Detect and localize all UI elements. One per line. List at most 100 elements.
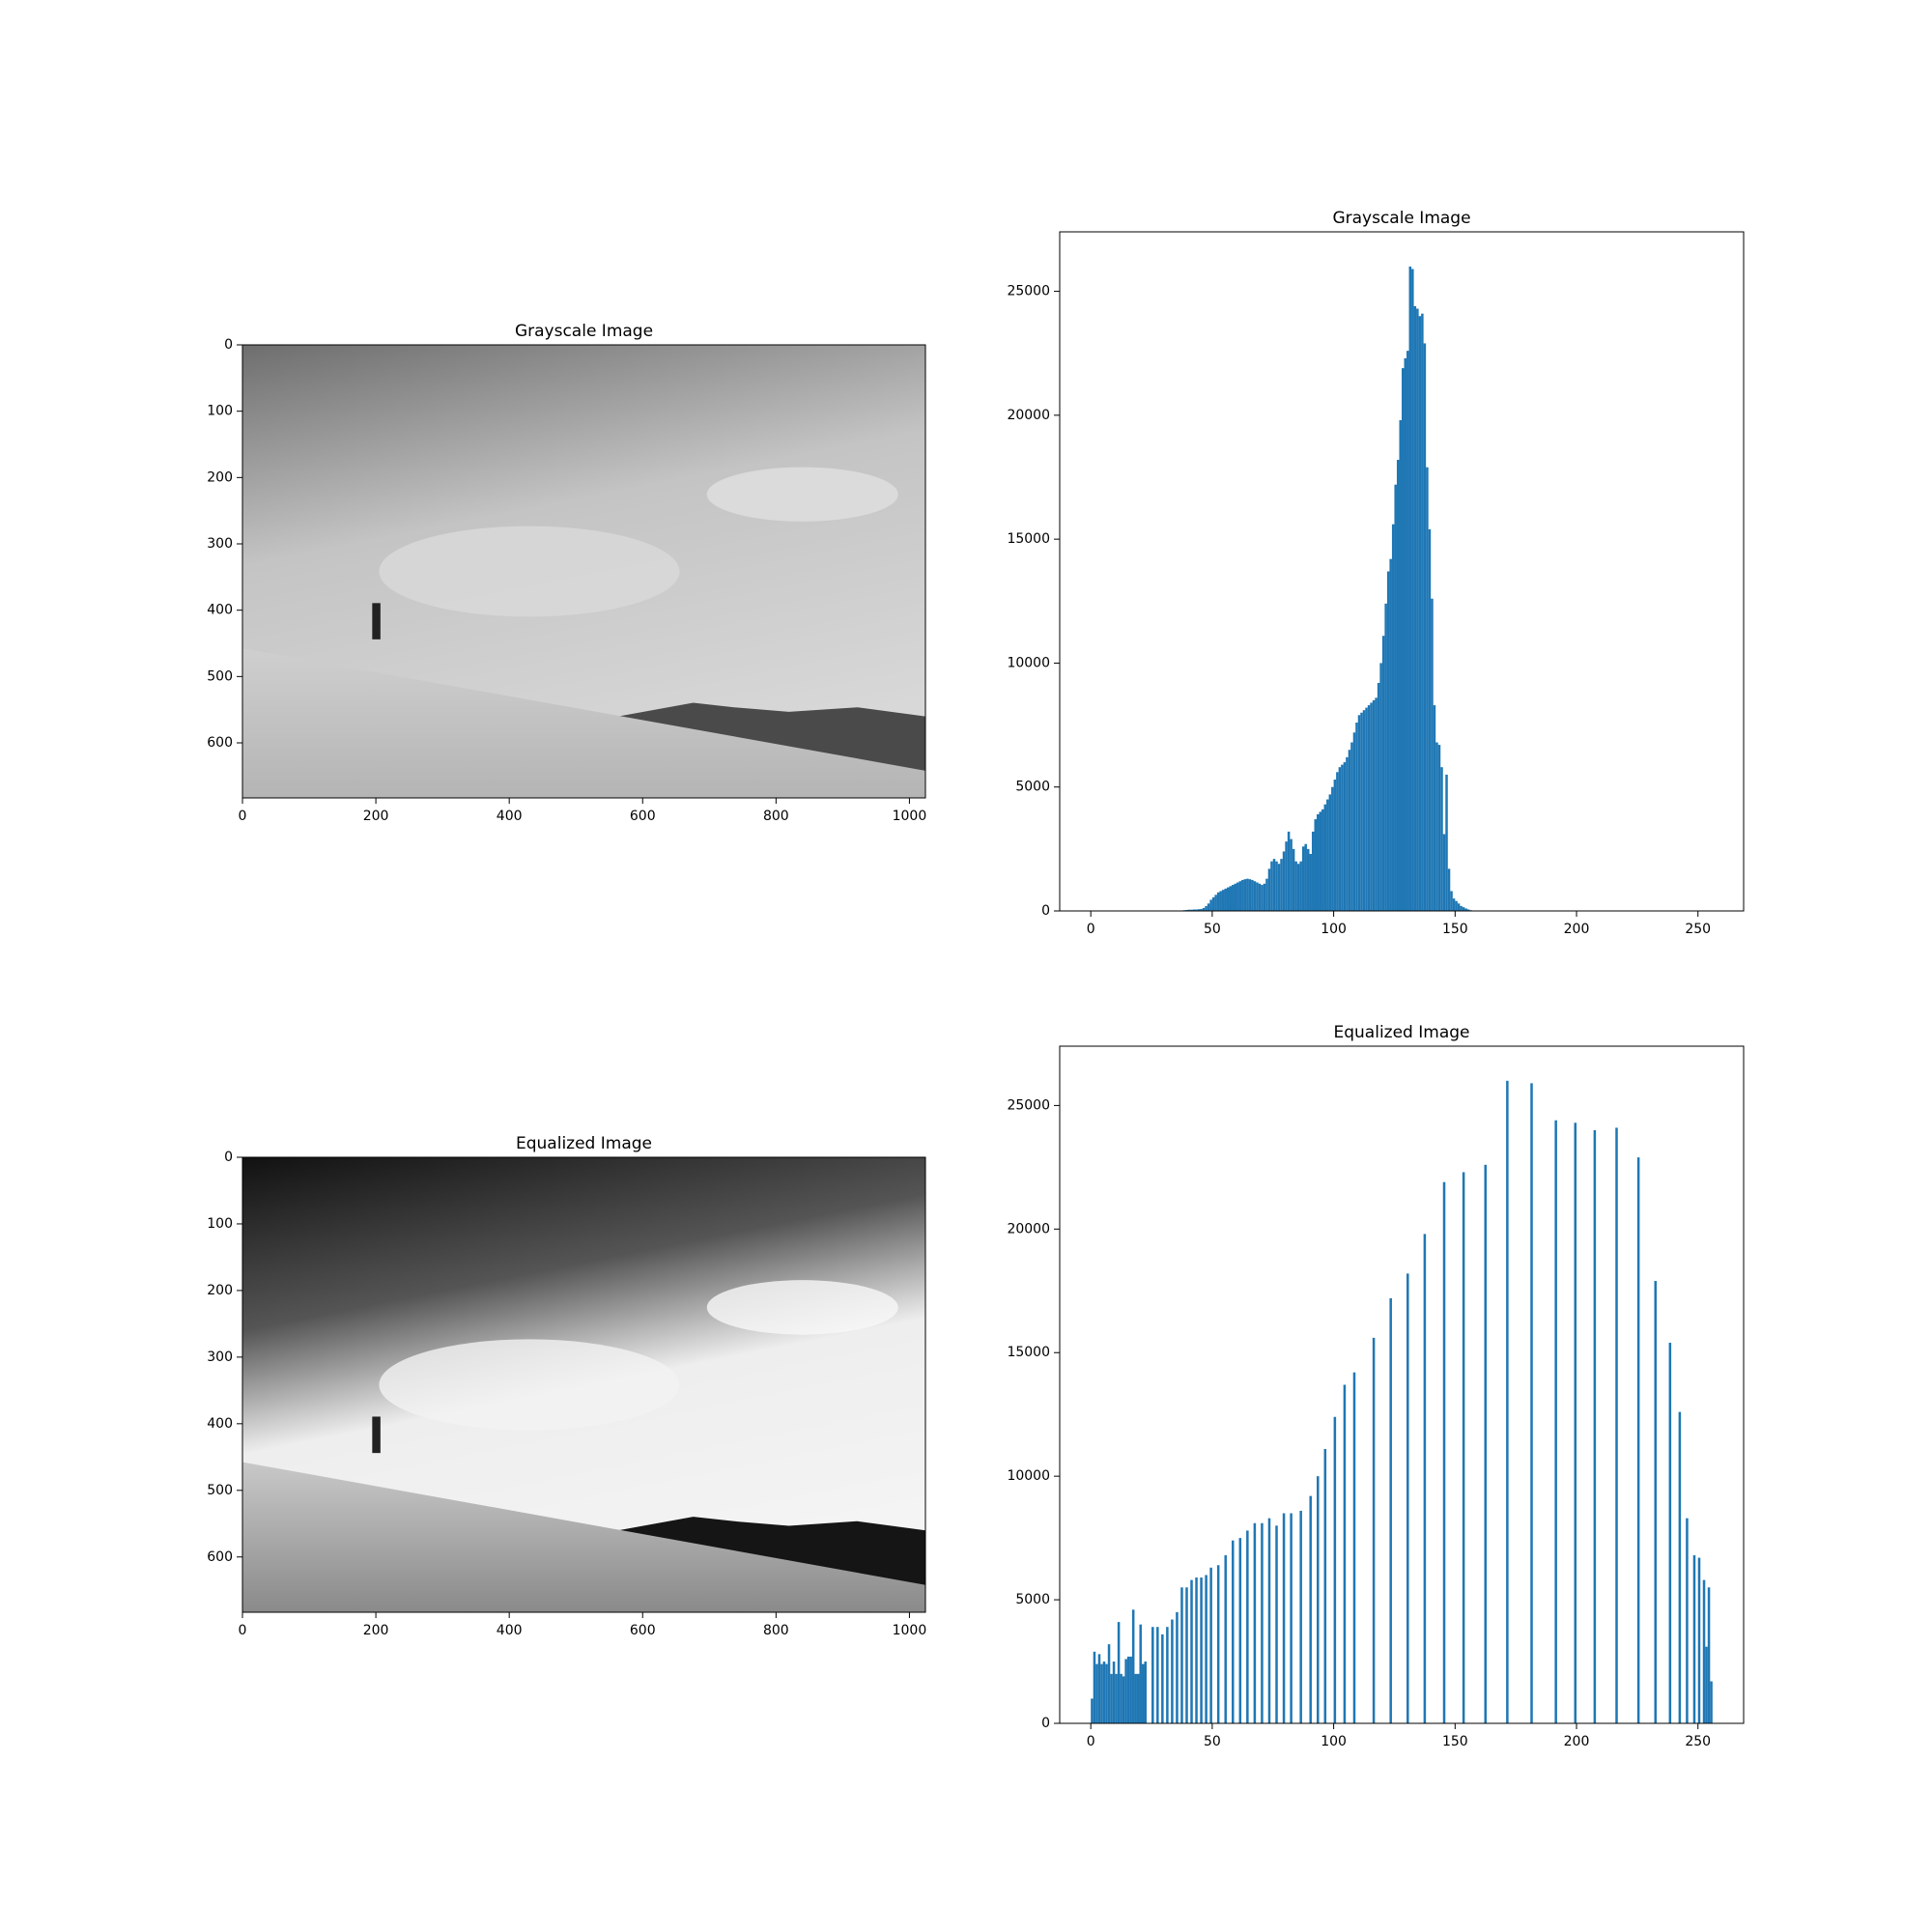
- hist-bar: [1402, 368, 1405, 911]
- y-tick-label: 0: [224, 337, 233, 353]
- hist-bar: [1428, 528, 1432, 911]
- x-tick-label: 800: [763, 1623, 789, 1638]
- hist-bar: [1144, 1662, 1148, 1723]
- hist-bar: [1139, 1624, 1142, 1723]
- hist-bar: [1692, 1555, 1696, 1723]
- hist-bar: [1277, 864, 1281, 911]
- hist-bar: [1246, 1530, 1249, 1723]
- hist-bar: [1423, 1234, 1427, 1723]
- hist-bar: [1205, 905, 1208, 911]
- hist-bar: [1462, 1172, 1465, 1723]
- x-tick-label: 250: [1685, 922, 1711, 937]
- hist-bar: [1243, 879, 1247, 911]
- hist-bar: [1166, 1627, 1169, 1723]
- x-tick-label: 200: [363, 1623, 389, 1638]
- hist-bar: [1350, 742, 1353, 911]
- axes-title: Equalized Image: [1334, 1023, 1470, 1042]
- hist-bar: [1190, 909, 1193, 911]
- hist-bar: [1381, 636, 1385, 911]
- hist-bar: [1290, 1513, 1293, 1723]
- hist-bar: [1384, 603, 1387, 911]
- hist-bar: [1389, 1297, 1392, 1723]
- x-tick-label: 200: [1564, 922, 1590, 937]
- y-tick-label: 25000: [1007, 1097, 1050, 1113]
- hist-bar: [1452, 898, 1456, 911]
- hist-bar: [1710, 1681, 1713, 1723]
- hist-bar: [1216, 892, 1220, 911]
- hist-bar: [1234, 883, 1237, 911]
- hist-bar: [1294, 861, 1297, 911]
- photo-person: [372, 1416, 381, 1454]
- hist-bar: [1357, 715, 1361, 911]
- hist-bar: [1224, 888, 1227, 911]
- hist-bar: [1352, 1372, 1356, 1723]
- hist-bar: [1389, 558, 1392, 911]
- hist-bar: [1200, 1577, 1203, 1723]
- hist-bar: [1391, 524, 1395, 911]
- hist-bar: [1379, 663, 1382, 911]
- hist-bar: [1386, 571, 1390, 911]
- hist-bar: [1232, 885, 1235, 911]
- y-tick-label: 500: [207, 1483, 233, 1498]
- hist-bar: [1236, 882, 1239, 911]
- hist-bar: [1290, 838, 1293, 911]
- hist-bar: [1697, 1557, 1701, 1723]
- y-tick-label: 20000: [1007, 408, 1050, 423]
- hist-bar: [1362, 710, 1366, 911]
- hist-bar: [1450, 891, 1453, 911]
- hist-bar: [1195, 1577, 1198, 1723]
- hist-bar: [1460, 905, 1463, 911]
- hist-bar: [1331, 786, 1334, 911]
- hist-bar: [1299, 861, 1302, 911]
- hist-bar: [1248, 879, 1252, 911]
- hist-bar: [1396, 460, 1400, 911]
- hist-bar: [1280, 859, 1283, 911]
- y-tick-label: 100: [207, 1216, 233, 1232]
- x-tick-label: 0: [1087, 1734, 1095, 1749]
- hist-bar: [1319, 811, 1322, 911]
- hist-bar: [1686, 1518, 1689, 1723]
- hist-bar: [1270, 861, 1273, 911]
- hist-bar: [1156, 1627, 1159, 1723]
- hist-bar: [1530, 1083, 1533, 1723]
- hist-bar: [1326, 799, 1329, 911]
- hist-bar: [1095, 1663, 1098, 1723]
- hist-bar: [1440, 767, 1443, 911]
- hist-bar: [1416, 308, 1419, 911]
- hist-bar: [1399, 419, 1402, 911]
- hist-bar: [1091, 1698, 1094, 1723]
- x-tick-label: 100: [1321, 1734, 1347, 1749]
- hist-bar: [1187, 909, 1191, 911]
- hist-bar: [1309, 853, 1312, 911]
- hist-bar: [1093, 1651, 1096, 1723]
- hist-bar: [1209, 1567, 1212, 1723]
- hist-bar: [1309, 1495, 1312, 1723]
- x-tick-label: 600: [630, 809, 656, 824]
- hist-bar: [1333, 1416, 1337, 1723]
- hist-bar: [1190, 1579, 1193, 1723]
- hist-bar: [1574, 1122, 1577, 1723]
- hist-bar: [1333, 780, 1337, 911]
- hist-bar: [1455, 900, 1458, 911]
- y-tick-label: 5000: [1015, 1592, 1050, 1607]
- x-tick-label: 50: [1204, 1734, 1221, 1749]
- x-tick-label: 50: [1204, 922, 1221, 937]
- y-tick-label: 15000: [1007, 531, 1050, 547]
- hist-bar: [1214, 895, 1217, 911]
- axes-frame: [1059, 1045, 1745, 1724]
- x-tick-label: 100: [1321, 922, 1347, 937]
- hist-bar: [1372, 1337, 1376, 1723]
- hist-bar: [1375, 697, 1378, 911]
- hist-bar: [1442, 1181, 1446, 1723]
- hist-bar: [1287, 831, 1291, 911]
- x-tick-label: 250: [1685, 1734, 1711, 1749]
- hist-bar: [1141, 1663, 1145, 1723]
- hist-bar: [1423, 343, 1427, 912]
- hist-bar: [1370, 702, 1373, 911]
- hist-bar: [1328, 794, 1332, 911]
- x-tick-label: 150: [1442, 1734, 1468, 1749]
- photo-cloud: [706, 1280, 898, 1335]
- hist-bar: [1197, 909, 1201, 911]
- hist-bar: [1372, 699, 1376, 911]
